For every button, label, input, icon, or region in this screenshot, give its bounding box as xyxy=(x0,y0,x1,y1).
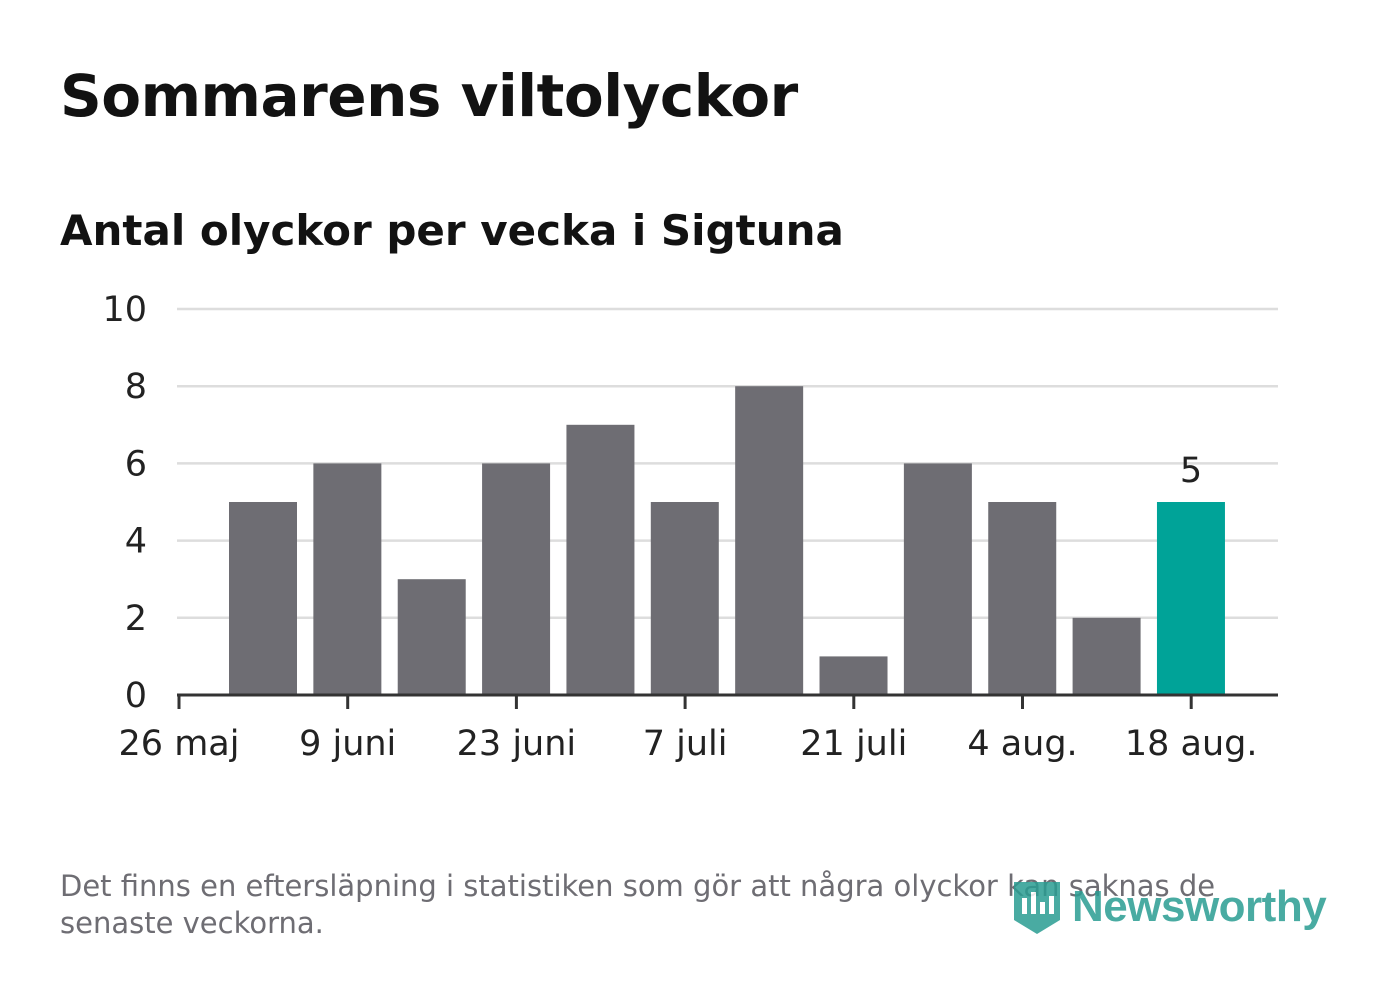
bar-highlight xyxy=(1156,502,1225,695)
chart-subtitle: Antal olyckor per vecka i Sigtuna xyxy=(60,206,844,255)
bar xyxy=(903,463,972,695)
bars xyxy=(229,386,1225,695)
bar xyxy=(313,463,382,695)
bar xyxy=(566,424,635,695)
x-tick-label: 21 juli xyxy=(800,724,907,764)
y-tick-label: 8 xyxy=(125,367,147,407)
bar xyxy=(650,502,719,695)
x-tick-label: 23 juni xyxy=(457,724,576,764)
bar-chart-badge-icon xyxy=(1014,882,1060,934)
y-tick-label: 2 xyxy=(125,599,147,639)
x-axis: 26 maj 9 juni 23 juni 7 juli 21 juli 4 aug. 18… xyxy=(119,693,1278,764)
bar xyxy=(229,502,297,695)
x-tick-label: 7 juli xyxy=(643,724,728,764)
y-tick-label: 10 xyxy=(102,290,147,330)
y-axis-ticks: 0 2 4 6 8 10 xyxy=(102,290,147,716)
logo-text: Newsworthy xyxy=(1072,882,1327,931)
y-tick-label: 0 xyxy=(125,676,147,716)
bar xyxy=(482,463,551,695)
bar xyxy=(1072,617,1141,695)
x-tick-label: 9 juni xyxy=(299,724,396,764)
newsworthy-logo: Newsworthy xyxy=(1010,876,1327,938)
bar xyxy=(397,579,466,695)
bar xyxy=(819,656,888,695)
y-tick-label: 4 xyxy=(125,522,147,562)
bar xyxy=(735,386,804,695)
x-tick-label: 18 aug. xyxy=(1125,724,1258,764)
y-tick-label: 6 xyxy=(125,444,147,484)
x-tick-label: 26 maj xyxy=(119,724,240,764)
chart-title: Sommarens viltolyckor xyxy=(60,62,798,130)
x-tick-label: 4 aug. xyxy=(967,724,1077,764)
bar-value-label: 5 xyxy=(1180,451,1202,491)
bar xyxy=(988,502,1057,695)
bar-labels: 5 xyxy=(1180,451,1202,491)
